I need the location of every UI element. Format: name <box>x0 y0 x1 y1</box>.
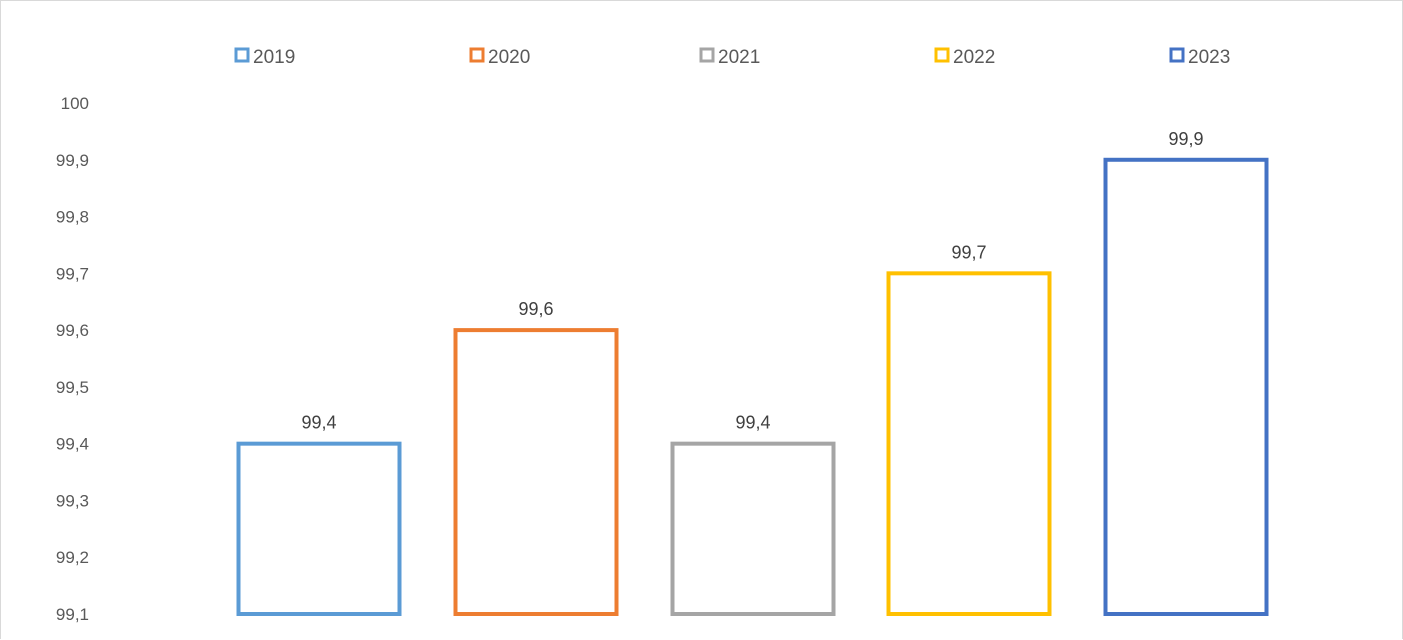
data-labels: 99,4 99,6 99,4 99,7 99,9 <box>301 129 1203 433</box>
data-label-2019: 99,4 <box>301 413 336 433</box>
legend-swatch-2023 <box>1169 47 1185 63</box>
legend-swatch-2022 <box>934 47 950 63</box>
legend-item-2023: 2023 <box>1169 47 1230 68</box>
bar-2023 <box>1103 157 1269 616</box>
data-label-2022: 99,7 <box>951 242 986 262</box>
data-label-2023: 99,9 <box>1168 129 1203 149</box>
y-tick-label: 99,2 <box>56 548 89 567</box>
legend-label-2021: 2021 <box>718 47 760 68</box>
legend-label-2020: 2020 <box>488 47 530 68</box>
y-tick-label: 99,7 <box>56 264 89 283</box>
y-tick-label: 100 <box>61 94 89 113</box>
data-label-2020: 99,6 <box>518 299 553 319</box>
legend-label-2022: 2022 <box>953 47 995 68</box>
chart-legend: 2019 2020 2021 2022 2023 <box>234 47 1230 68</box>
bar-2022 <box>886 271 1052 616</box>
bar-2021 <box>670 441 836 616</box>
y-tick-label: 99,3 <box>56 491 89 510</box>
legend-swatch-2020 <box>469 47 485 63</box>
data-label-2021: 99,4 <box>735 413 770 433</box>
bar-2020 <box>453 328 619 616</box>
legend-item-2020: 2020 <box>469 47 530 68</box>
legend-item-2019: 2019 <box>234 47 295 68</box>
legend-item-2021: 2021 <box>699 47 760 68</box>
legend-label-2023: 2023 <box>1188 47 1230 68</box>
y-tick-label: 99,6 <box>56 321 89 340</box>
bars <box>236 157 1269 616</box>
y-tick-label: 99,5 <box>56 378 89 397</box>
legend-label-2019: 2019 <box>253 47 295 68</box>
bar-2019 <box>236 441 402 616</box>
legend-swatch-2021 <box>699 47 715 63</box>
y-tick-label: 99,9 <box>56 151 89 170</box>
y-tick-label: 99,8 <box>56 208 89 227</box>
legend-swatch-2019 <box>234 47 250 63</box>
y-tick-label: 99,1 <box>56 605 89 624</box>
y-tick-label: 99,4 <box>56 435 89 454</box>
legend-item-2022: 2022 <box>934 47 995 68</box>
y-axis: 100 99,9 99,8 99,7 99,6 99,5 99,4 99,3 99,2 99,1 <box>56 94 89 624</box>
